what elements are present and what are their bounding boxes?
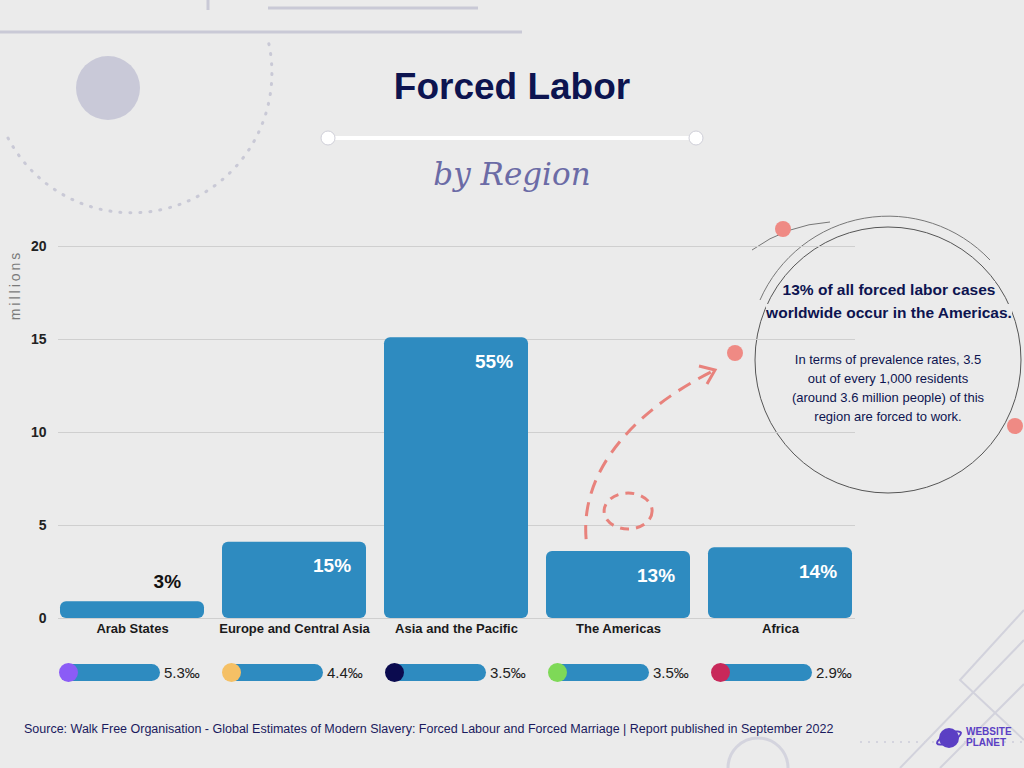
svg-text:14%: 14% <box>799 561 837 582</box>
html-text:13% of all forced labor cases: 13% of all forced labor cases worldwide … <box>766 281 1012 321</box>
svg-text:Europe and Central Asia: Europe and Central Asia <box>219 621 370 636</box>
html-text:3.5‰: 3.5‰ <box>653 664 689 681</box>
svg-text:20: 20 <box>31 238 47 254</box>
html-text:3.5‰: 3.5‰ <box>490 664 526 681</box>
svg-text:5: 5 <box>39 517 47 533</box>
html-text:5.3‰: 5.3‰ <box>164 664 200 681</box>
svg-text:15%: 15% <box>313 555 351 576</box>
html-text:WEBSITE PLANET: WEBSITE PLANET <box>966 726 1012 748</box>
html-text:by Region: by Region <box>433 156 591 192</box>
html-text:Source: Walk Free Organisation: Source: Walk Free Organisation - Global … <box>24 722 834 736</box>
html-text:4.4‰: 4.4‰ <box>327 664 363 681</box>
html-text:millions: millions <box>7 249 23 321</box>
svg-text:The Americas: The Americas <box>576 621 661 636</box>
svg-text:Africa: Africa <box>762 621 800 636</box>
svg-text:0: 0 <box>39 610 47 626</box>
svg-text:3%: 3% <box>154 571 182 592</box>
svg-text:13%: 13% <box>637 565 675 586</box>
html-text:Forced Labor: Forced Labor <box>393 66 631 107</box>
svg-text:15: 15 <box>31 331 47 347</box>
svg-text:55%: 55% <box>475 351 513 372</box>
svg-text:10: 10 <box>31 424 47 440</box>
html-text:2.9‰: 2.9‰ <box>815 664 852 681</box>
svg-text:Asia and the Pacific: Asia and the Pacific <box>395 621 518 636</box>
html-text:In terms of prevalence rates,: In terms of prevalence rates, 3.5 out of… <box>791 352 985 424</box>
svg-text:Arab States: Arab States <box>96 621 168 636</box>
